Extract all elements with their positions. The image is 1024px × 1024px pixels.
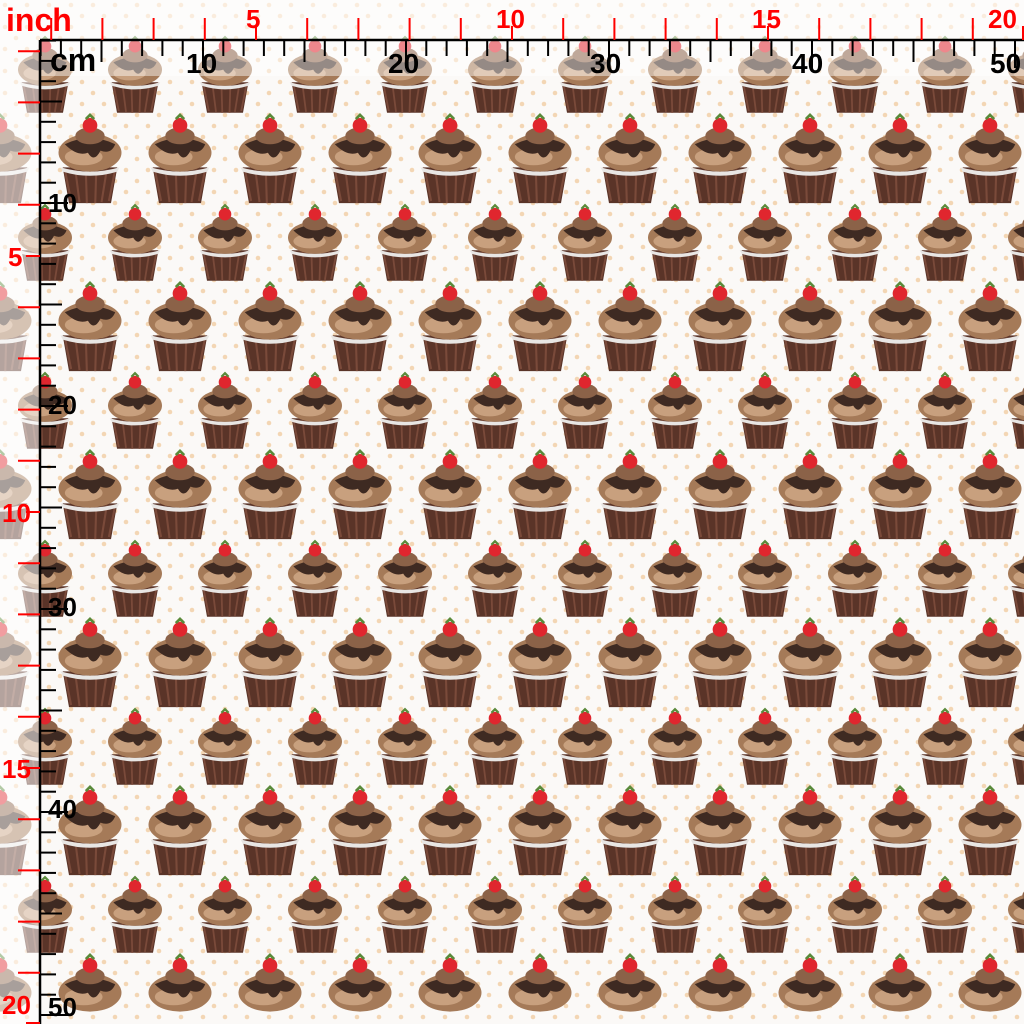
left-cm-label-10: 10	[48, 188, 77, 218]
left-inch-label-15: 15	[2, 754, 31, 784]
inch-label-15: 15	[752, 4, 781, 34]
left-cm-label-20: 20	[48, 390, 77, 420]
cm-label-40: 40	[792, 48, 824, 79]
left-inch-label-10: 10	[2, 498, 31, 528]
left-inch-label-20: 20	[2, 990, 31, 1020]
cm-label-20: 20	[388, 48, 420, 79]
cm-label-30: 30	[590, 48, 622, 79]
left-cm-label-40: 40	[48, 794, 77, 824]
cm-label-10: 10	[186, 48, 218, 79]
inch-label-5: 5	[246, 4, 261, 34]
left-cm-label-50: 50	[48, 992, 77, 1022]
inch-label-10: 10	[496, 4, 525, 34]
left-inch-label-5: 5	[8, 242, 23, 272]
left-cm-label-30: 30	[48, 592, 77, 622]
inch-label-20: 20	[988, 4, 1017, 34]
inch-unit-label: inch	[6, 2, 72, 38]
cm-unit-label: cm	[50, 42, 97, 78]
cm-label-50: 50	[990, 48, 1022, 79]
